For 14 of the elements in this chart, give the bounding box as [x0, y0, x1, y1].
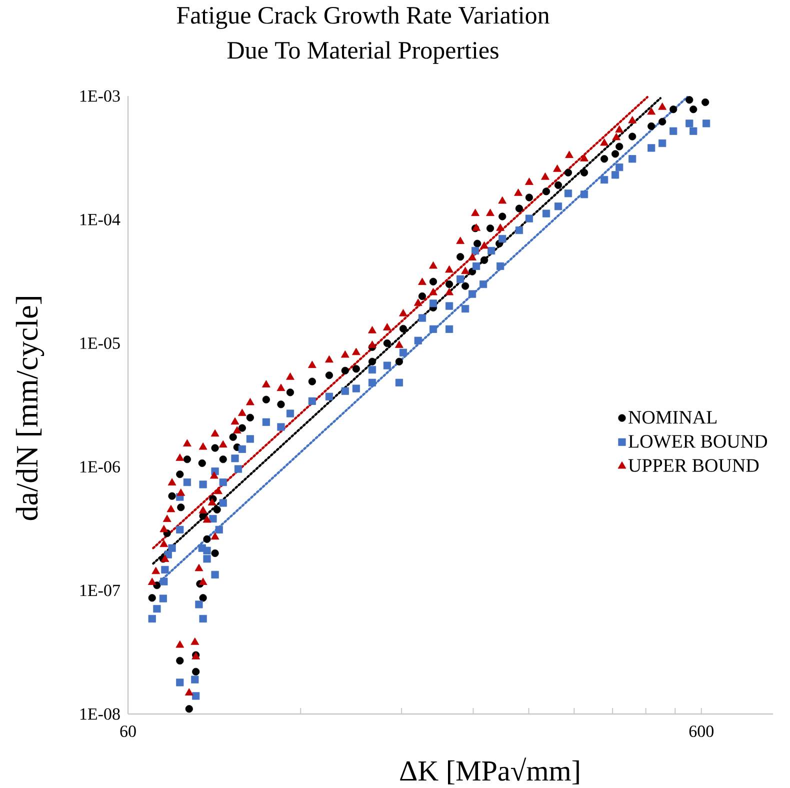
legend-label: UPPER BOUND — [628, 459, 759, 472]
y-tick-label: 1E-04 — [80, 214, 120, 226]
y-tick-label: 1E-08 — [80, 708, 120, 720]
x-tick-label: 600 — [689, 726, 714, 738]
y-tick-label: 1E-03 — [80, 90, 120, 102]
y-tick-label: 1E-07 — [80, 584, 120, 596]
y-axis-title: da/dN [mm/cycle] — [16, 297, 44, 520]
legend-label: NOMINAL — [628, 410, 717, 424]
y-tick-label: 1E-05 — [80, 337, 120, 349]
legend-label: LOWER BOUND — [628, 435, 768, 448]
y-tick-label: 1E-06 — [80, 461, 120, 473]
x-axis-title: ΔK [MPa√mm] — [400, 758, 579, 784]
x-tick-label: 60 — [120, 726, 136, 738]
chart-title: Fatigue Crack Growth Rate Variation Due To Material Properties — [176, 6, 550, 64]
